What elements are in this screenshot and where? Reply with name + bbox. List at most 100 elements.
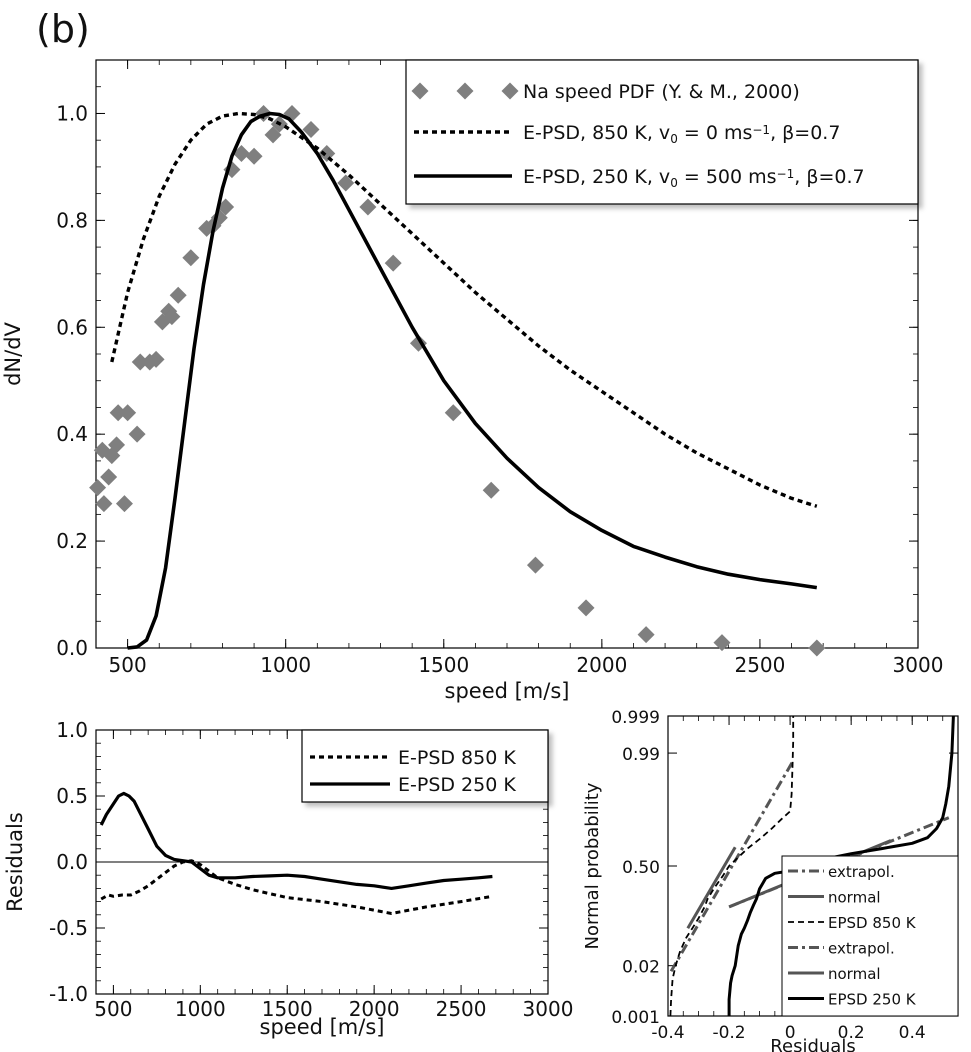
residuals-chart: 500 1000 1500 2000 2500 3000 -1.0 -0.5 0.0 0.5 1.0… xyxy=(3,718,573,1039)
main-chart: 500 1000 1500 2000 2500 3000 0.0 0.2 0.4 0.6 0.8 1.… xyxy=(1,59,944,703)
legend-marker xyxy=(456,82,474,100)
series-line xyxy=(669,716,795,1017)
series-line xyxy=(686,846,737,929)
x-tick-label: 3000 xyxy=(893,653,944,677)
series-line xyxy=(669,759,795,973)
data-point xyxy=(163,308,181,326)
legend-label-part: −1 xyxy=(777,167,795,181)
y-tick-label: 0.0 xyxy=(56,636,88,660)
series-line xyxy=(100,859,493,915)
legend-box xyxy=(405,59,919,205)
legend-label-part: 0 xyxy=(670,176,678,190)
x-tick-label: 1500 xyxy=(262,997,313,1021)
legend-label: E-PSD, 250 K, v0 = 500 ms−1, β=0.7 xyxy=(523,166,865,190)
data-point xyxy=(89,479,107,497)
legend-label: normal xyxy=(828,889,881,907)
legend: Na speed PDF (Y. & M., 2000) E-PSD, 850 K… xyxy=(405,59,919,205)
data-point xyxy=(526,556,544,574)
data-point xyxy=(302,120,320,138)
y-tick-label: 0.0 xyxy=(56,850,88,874)
y-axis-label: Residuals xyxy=(3,812,27,912)
y-tick-label: 0.50 xyxy=(622,858,660,878)
legend-label-part: , β=0.7 xyxy=(770,122,840,144)
x-tick-label: 2000 xyxy=(576,653,627,677)
y-tick-label: -0.5 xyxy=(49,916,88,940)
y-tick-label: 0.999 xyxy=(611,708,660,728)
legend-label: normal xyxy=(828,965,881,983)
y-tick-label: 0.4 xyxy=(56,422,88,446)
data-point xyxy=(169,286,187,304)
data-point xyxy=(131,353,149,371)
x-tick-label: 1000 xyxy=(260,653,311,677)
legend-label: Na speed PDF (Y. & M., 2000) xyxy=(523,81,800,103)
data-point xyxy=(713,634,731,652)
data-point xyxy=(482,481,500,499)
series-line xyxy=(110,111,818,508)
x-axis-label: speed [m/s] xyxy=(445,679,570,703)
data-point xyxy=(147,350,165,368)
x-axis-label: Residuals xyxy=(770,1036,855,1052)
x-tick-label: 1000 xyxy=(175,997,226,1021)
data-point xyxy=(100,468,118,486)
data-point xyxy=(444,404,462,422)
x-tick-label: 500 xyxy=(109,653,147,677)
data-point xyxy=(109,404,127,422)
data-point xyxy=(264,126,282,144)
data-point xyxy=(95,495,113,513)
y-tick-label: 0.02 xyxy=(622,958,660,978)
data-point xyxy=(119,404,137,422)
data-point xyxy=(577,599,595,617)
series-line xyxy=(728,816,950,909)
x-tick-label: 500 xyxy=(94,997,132,1021)
data-point xyxy=(337,174,355,192)
x-axis-label: speed [m/s] xyxy=(260,1015,385,1039)
data-point xyxy=(359,198,377,216)
legend-marker xyxy=(501,82,519,100)
y-axis-label: Normal probability xyxy=(582,782,603,949)
x-tick-label: 2500 xyxy=(734,653,785,677)
series-line xyxy=(727,715,955,1016)
data-point xyxy=(217,198,235,216)
y-axis-label: dN/dV xyxy=(1,321,25,385)
x-tick-label: 2000 xyxy=(349,997,400,1021)
y-tick-label: 0.001 xyxy=(611,1008,660,1028)
y-tick-label: 0.2 xyxy=(56,529,88,553)
legend-label: E-PSD, 850 K, v0 = 0 ms−1, β=0.7 xyxy=(523,122,840,146)
y-tick-label: 0.8 xyxy=(56,208,88,232)
data-point xyxy=(128,425,146,443)
legend-label-part: , β=0.7 xyxy=(794,166,864,188)
data-point xyxy=(637,626,655,644)
legend-label: EPSD 850 K xyxy=(828,914,917,932)
x-tick-label: 0 xyxy=(785,1023,796,1043)
data-point xyxy=(182,249,200,267)
data-point xyxy=(108,436,126,454)
series-line xyxy=(127,111,818,650)
x-tick-label: -0.2 xyxy=(712,1023,745,1043)
legend-label-part: = 500 ms xyxy=(678,166,777,188)
legend-label-part: 0 xyxy=(670,132,678,146)
y-tick-label: -1.0 xyxy=(49,982,88,1006)
legend: E-PSD 850 K E-PSD 250 K xyxy=(301,729,549,803)
y-tick-label: 0.5 xyxy=(56,784,88,808)
y-tick-label: 1.0 xyxy=(56,718,88,742)
series-line xyxy=(99,791,493,891)
legend-label: E-PSD 850 K xyxy=(398,747,516,769)
x-tick-label: 2500 xyxy=(436,997,487,1021)
x-tick-label: 0.4 xyxy=(899,1023,926,1043)
data-point xyxy=(808,639,826,657)
legend-marker xyxy=(411,82,429,100)
legend-label: extrapol. xyxy=(828,863,895,881)
y-tick-label: 0.6 xyxy=(56,315,88,339)
panel-label: (b) xyxy=(36,7,90,51)
data-point xyxy=(232,145,250,163)
legend-label-part: E-PSD, 850 K, v xyxy=(523,122,670,144)
legend-label: E-PSD 250 K xyxy=(398,774,516,796)
legend-label: EPSD 250 K xyxy=(828,991,917,1009)
legend: extrapol. normal EPSD 850 K extrapol. normal… xyxy=(781,855,959,1017)
y-tick-label: 0.99 xyxy=(622,745,660,765)
data-point xyxy=(115,495,133,513)
legend-box xyxy=(781,855,959,1017)
x-tick-label: 0.2 xyxy=(838,1023,865,1043)
legend-label-part: −1 xyxy=(752,123,770,137)
